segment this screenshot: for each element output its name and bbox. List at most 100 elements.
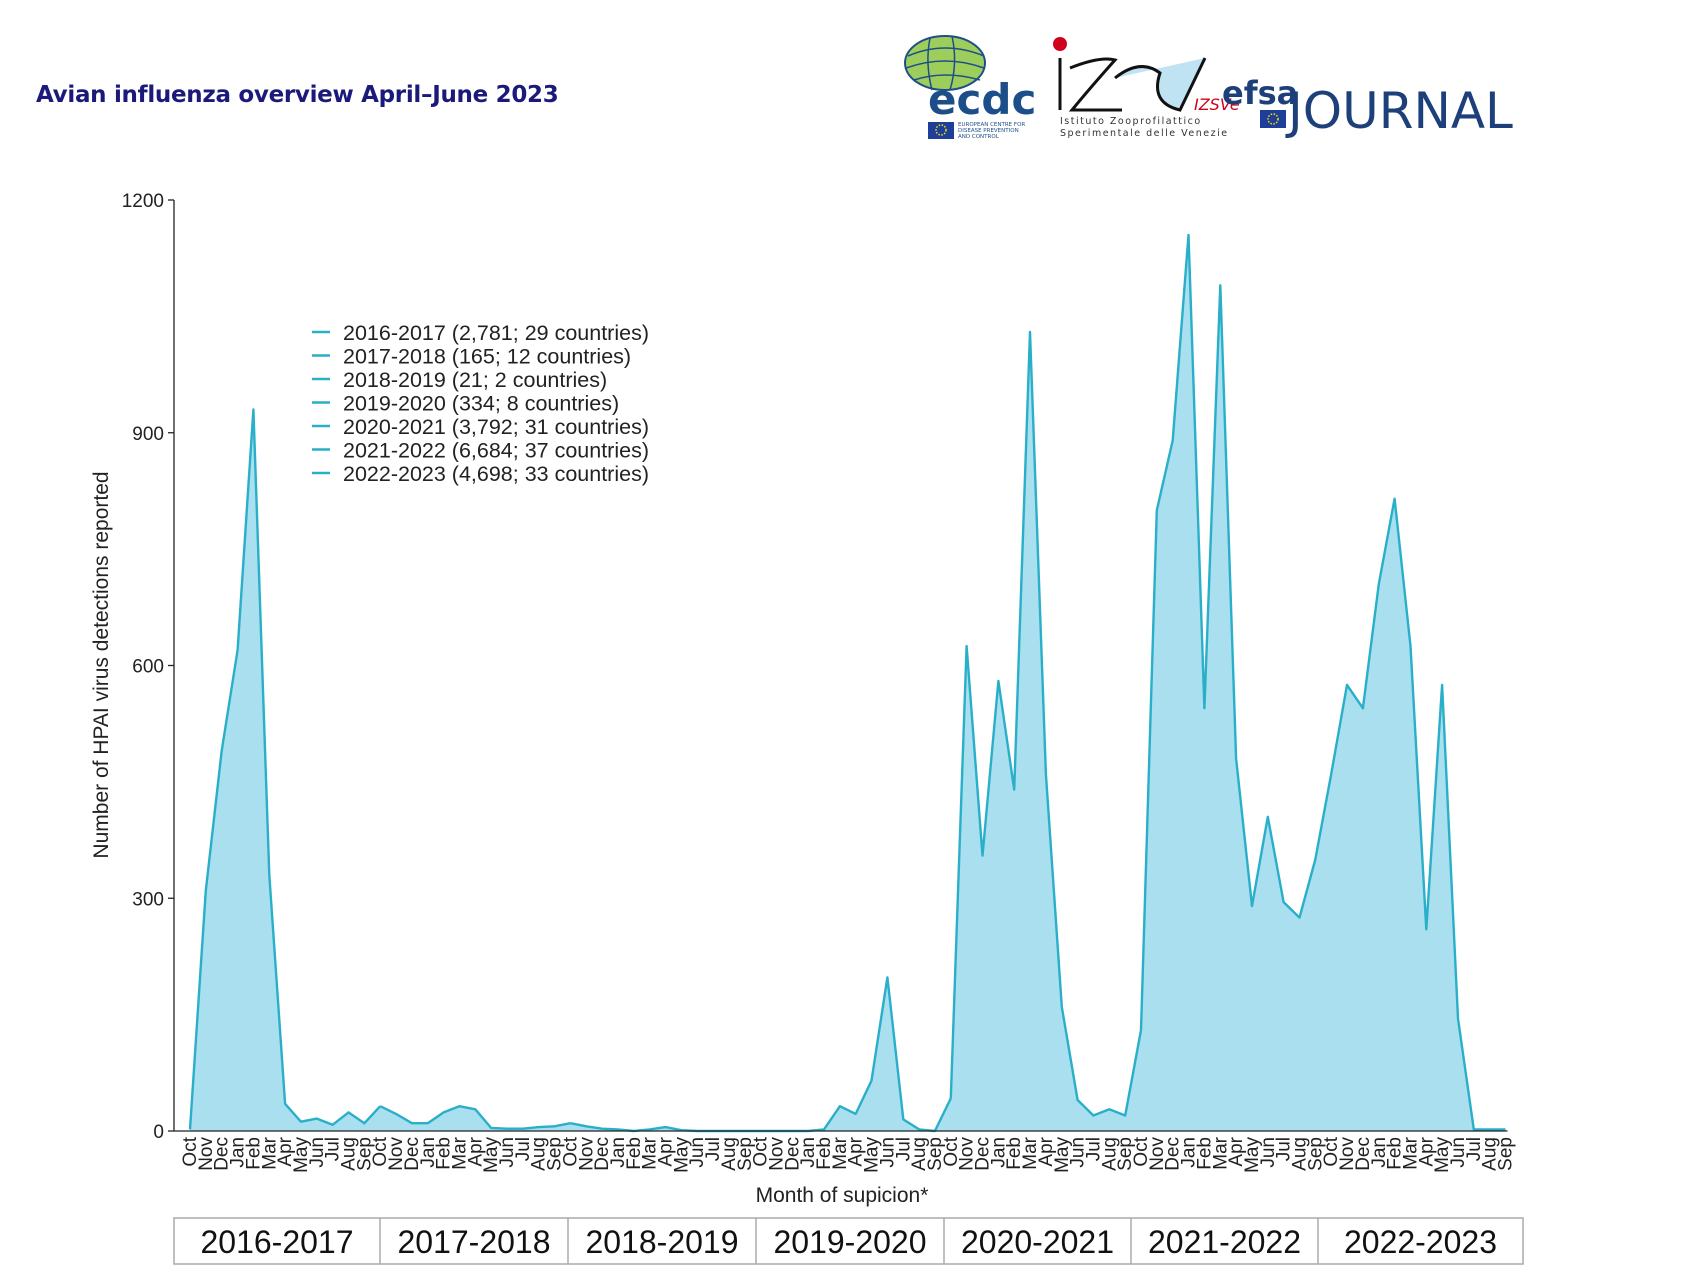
x-tick-label: Nov [576,1137,597,1171]
x-tick-label: Jan [608,1137,629,1168]
x-tick-label: Jan [798,1137,819,1168]
x-tick-label: Oct [560,1136,581,1166]
y-tick-label: 600 [132,657,164,678]
logo-bar: ecdc EUROPEAN CENTRE FOR DISEASE PREVENT… [904,35,1513,140]
x-tick-label: Jun [1448,1137,1469,1168]
x-tick-label: Oct [1131,1136,1152,1166]
x-tick-label: Dec [1353,1137,1374,1171]
legend-entry: 2022-2023 (4,698; 33 countries) [343,462,649,486]
x-tick-label: Aug [1099,1137,1120,1171]
x-tick-label: May [291,1137,312,1173]
x-tick-label: Oct [180,1136,201,1166]
x-tick-label: Jun [497,1137,518,1168]
x-tick-label: Aug [909,1137,930,1171]
x-tick-label: Mar [640,1136,661,1169]
x-tick-label: May [862,1137,883,1173]
legend-entry: 2020-2021 (3,792; 31 countries) [343,415,649,439]
x-tick-label: Apr [656,1136,677,1166]
legend-entry: 2016-2017 (2,781; 29 countries) [343,321,649,345]
x-tick-label: Sep [1115,1137,1136,1171]
x-tick-label: Nov [766,1137,787,1171]
x-tick-label: Nov [386,1137,407,1171]
x-tick-label: Jun [1258,1137,1279,1168]
efsa-journal-logo: efsa JOURNAL [1222,74,1513,140]
season-label: 2022-2023 [1344,1224,1497,1260]
season-band-frame [173,1217,1524,1265]
x-tick-label: Sep [735,1137,756,1171]
x-tick-label: Sep [1496,1137,1517,1171]
y-tick-label: 300 [132,889,164,910]
x-tick-label: Feb [1194,1137,1215,1170]
x-tick-label: Mar [830,1136,851,1169]
plot-area [174,233,1508,1133]
x-tick-label: May [1242,1137,1263,1173]
x-tick-label: Jun [1068,1137,1089,1168]
x-tick-label: Mar [449,1136,470,1169]
season-band: 2016-2017 2017-2018 2018-2019 2019-2020 2020… [173,1217,1524,1265]
season-label: 2018-2019 [585,1224,738,1260]
x-tick-label: Mar [259,1136,280,1169]
x-tick-label: Apr [1036,1136,1057,1166]
y-tick-label: 0 [153,1122,164,1143]
x-tick-label: Jun [687,1137,708,1168]
x-tick-label: Aug [529,1137,550,1171]
x-tick-label: Oct [1321,1136,1342,1166]
x-tick-label: Aug [1480,1137,1501,1171]
x-tick-label: Jul [1464,1137,1485,1161]
x-tick-label: Feb [814,1137,835,1170]
legend: 2016-2017 (2,781; 29 countries)2017-2018… [312,321,649,486]
legend-entry: 2017-2018 (165; 12 countries) [343,345,631,369]
x-tick-label: Feb [434,1137,455,1170]
ecdc-logo-text: ecdc [928,75,1036,124]
x-tick-label: Dec [212,1137,233,1171]
x-tick-label: May [671,1137,692,1173]
document-title: Avian influenza overview April–June 2023 [36,82,559,108]
journal-logo-text: JOURNAL [1285,82,1513,140]
izsve-logo: IZSVe Istituto Zooprofilattico Speriment… [1053,37,1240,139]
x-tick-label: Oct [941,1136,962,1166]
x-tick-label: Dec [402,1137,423,1171]
izsve-logo-text: IZSVe [1194,95,1240,114]
x-tick-label: Feb [243,1137,264,1170]
izsve-sub-2: Sperimentale delle Venezie [1060,128,1229,139]
x-tick-label: Dec [592,1137,613,1171]
x-tick-label: Nov [957,1137,978,1171]
x-tick-label: Jun [877,1137,898,1168]
x-tick-label: Apr [1226,1136,1247,1166]
x-tick-label: Mar [1210,1136,1231,1169]
season-label: 2017-2018 [397,1224,550,1260]
x-tick-label: Jul [513,1137,534,1161]
x-tick-label: Jul [893,1137,914,1161]
ecdc-sub-1: EUROPEAN CENTRE FOR [958,122,1025,128]
x-tick-label: Aug [719,1137,740,1171]
x-tick-label: Dec [1163,1137,1184,1171]
y-axis-title: Number of HPAI virus detections reported [90,471,113,858]
x-tick-label: Jan [1369,1137,1390,1168]
area-fill [190,234,1506,1131]
izsve-sub-1: Istituto Zooprofilattico [1060,116,1202,127]
x-tick-label: Aug [339,1137,360,1171]
x-tick-label: Jan [988,1137,1009,1168]
legend-entry: 2018-2019 (21; 2 countries) [343,368,607,392]
x-tick-label: Sep [1305,1137,1326,1171]
x-tick-label: Jul [1083,1137,1104,1161]
series-line-2022-2023 [1330,497,1506,1131]
efsa-logo-text: efsa [1222,74,1298,112]
x-tick-label: Aug [1290,1137,1311,1171]
x-tick-label: Mar [1401,1136,1422,1169]
x-tick-label: Jan [418,1137,439,1168]
ecdc-sub-2: DISEASE PREVENTION [958,128,1019,134]
x-tick-label: Apr [1416,1136,1437,1166]
x-tick-label: May [1432,1137,1453,1173]
x-tick-label: Nov [1337,1137,1358,1171]
x-tick-label: Apr [275,1136,296,1166]
legend-entry: 2019-2020 (334; 8 countries) [343,392,619,416]
season-label: 2019-2020 [773,1224,926,1260]
season-label: 2020-2021 [961,1224,1114,1260]
x-tick-label: Apr [465,1136,486,1166]
legend-entry: 2021-2022 (6,684; 37 countries) [343,439,649,463]
x-tick-label: May [1052,1137,1073,1173]
x-tick-label: Jul [1274,1137,1295,1161]
ecdc-logo: ecdc EUROPEAN CENTRE FOR DISEASE PREVENT… [904,35,1036,140]
x-tick-label: Sep [354,1137,375,1171]
